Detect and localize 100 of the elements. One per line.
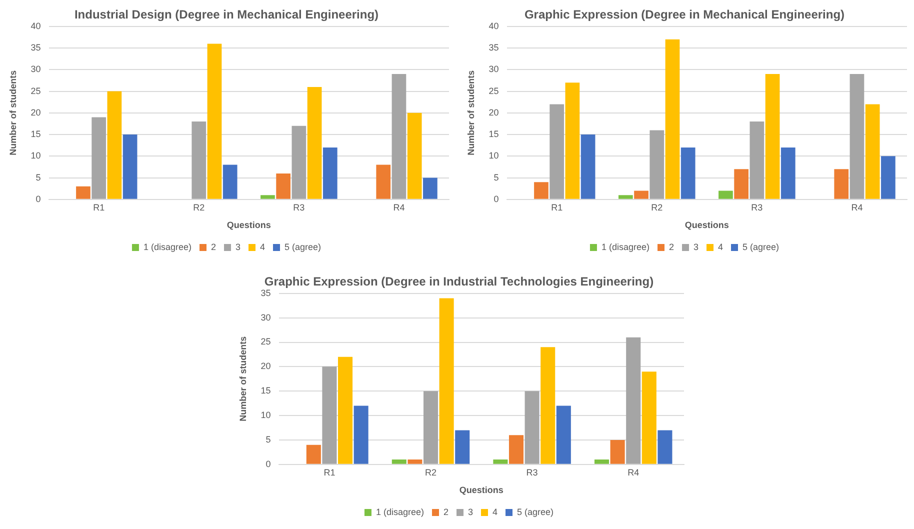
legend-label: 2 <box>668 242 674 252</box>
bar <box>650 130 664 199</box>
bar <box>207 44 222 199</box>
bar <box>680 148 696 199</box>
bar <box>550 104 564 199</box>
x-axis-title: Questions <box>459 485 504 496</box>
bar <box>306 444 321 464</box>
bar <box>76 186 90 199</box>
bar <box>580 134 596 199</box>
y-tick-label: 0 <box>494 194 499 204</box>
bar <box>765 74 780 199</box>
x-tick-label: R3 <box>526 467 538 478</box>
bar <box>276 173 290 199</box>
bar <box>423 391 438 464</box>
bar <box>407 112 422 199</box>
bar <box>850 74 864 199</box>
bar <box>192 122 206 199</box>
y-tick-label: 5 <box>494 172 499 182</box>
y-tick-label: 20 <box>488 107 499 118</box>
bar <box>408 460 422 464</box>
bar <box>865 104 880 199</box>
x-tick-label: R1 <box>93 202 105 212</box>
y-tick-label: 25 <box>30 86 41 96</box>
x-tick-label: R2 <box>193 202 205 212</box>
bar <box>610 440 625 464</box>
chart-title: Graphic Expression (Degree in Industrial Technologies Engineering) <box>264 274 654 289</box>
legend-label: 1 (disagree) <box>601 242 650 252</box>
bar <box>534 182 548 199</box>
bar <box>222 164 238 199</box>
y-tick-label: 30 <box>260 312 271 322</box>
y-tick-label: 35 <box>488 42 499 53</box>
y-axis-title: Number of students <box>238 336 248 422</box>
bar <box>439 298 454 464</box>
x-tick-label: R1 <box>324 467 336 478</box>
x-axis-title: Questions <box>226 220 271 230</box>
bar <box>260 195 275 199</box>
x-tick-label: R2 <box>425 467 437 478</box>
legend-label: 4 <box>492 506 498 517</box>
x-tick-label: R3 <box>751 202 763 212</box>
bar <box>307 86 322 199</box>
bar <box>354 406 368 464</box>
legend-label: 4 <box>718 242 724 252</box>
legend-label: 2 <box>443 506 449 517</box>
bar <box>392 74 406 199</box>
bar <box>881 156 896 199</box>
bar <box>493 460 508 464</box>
y-tick-label: 30 <box>488 64 499 74</box>
bar <box>634 190 648 199</box>
bar <box>524 391 540 464</box>
bar <box>734 169 748 199</box>
bar <box>618 195 633 199</box>
y-tick-label: 35 <box>260 288 271 298</box>
bar <box>642 372 656 464</box>
bar <box>338 356 353 464</box>
bar <box>834 169 849 199</box>
bar <box>556 406 571 464</box>
y-tick-label: 20 <box>260 361 271 372</box>
legend-label: 3 <box>694 242 699 252</box>
bar <box>565 82 580 199</box>
y-tick-label: 30 <box>30 64 41 74</box>
bar <box>540 347 556 464</box>
x-axis-title: Questions <box>684 220 729 230</box>
chart-title: Graphic Expression (Degree in Mechanical Engineering) <box>524 8 845 22</box>
y-tick-label: 15 <box>30 129 41 140</box>
x-tick-label: R2 <box>651 202 663 212</box>
y-tick-label: 5 <box>266 434 271 444</box>
y-tick-label: 15 <box>488 129 499 140</box>
bar <box>750 122 764 199</box>
y-tick-label: 25 <box>260 336 271 347</box>
bar <box>292 126 306 199</box>
legend-label: 3 <box>468 506 474 517</box>
bar <box>423 178 438 199</box>
bar <box>376 164 391 199</box>
legend-label: 5 (agree) <box>742 242 780 252</box>
y-tick-label: 25 <box>488 86 499 96</box>
bar <box>107 91 122 199</box>
y-tick-label: 10 <box>488 150 499 161</box>
y-tick-label: 0 <box>36 194 41 204</box>
bar <box>658 430 672 464</box>
bar <box>92 117 106 199</box>
y-axis-title: Number of students <box>8 70 18 156</box>
bar <box>626 337 641 464</box>
y-tick-label: 15 <box>260 386 271 396</box>
legend-label: 5 (agree) <box>517 506 554 517</box>
bar <box>455 430 470 464</box>
y-tick-label: 40 <box>30 20 41 31</box>
y-tick-label: 40 <box>488 20 499 31</box>
y-axis-title: Number of students <box>466 70 476 156</box>
legend-label: 2 <box>210 242 216 252</box>
bar <box>780 148 796 199</box>
legend-label: 1 (disagree) <box>376 506 424 517</box>
y-tick-label: 20 <box>30 107 41 118</box>
bar <box>322 148 338 199</box>
y-tick-label: 10 <box>260 410 271 420</box>
bar <box>122 134 138 199</box>
bar <box>594 460 610 464</box>
legend-label: 1 (disagree) <box>143 242 192 252</box>
y-tick-label: 0 <box>266 458 271 469</box>
legend-label: 5 (agree) <box>284 242 322 252</box>
x-tick-label: R3 <box>293 202 305 212</box>
